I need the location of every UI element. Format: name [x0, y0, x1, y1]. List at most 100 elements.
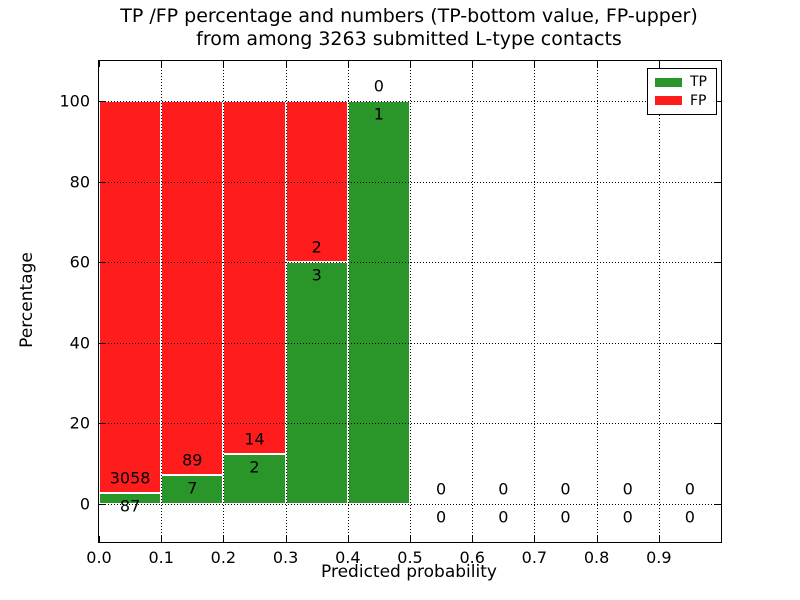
y-axis-label: Percentage	[17, 252, 37, 348]
gridline-vertical	[534, 61, 536, 542]
y-tick-mark-right	[715, 262, 721, 264]
x-tick-mark	[596, 536, 598, 542]
gridline-vertical	[223, 61, 225, 542]
x-tick-label: 0.5	[397, 548, 423, 567]
gridline-vertical	[347, 61, 349, 542]
x-tick-mark-top	[596, 61, 598, 67]
x-tick-mark	[534, 536, 536, 542]
fp-count-label-5: 0	[436, 479, 447, 499]
x-tick-mark-top	[534, 61, 536, 67]
bar-segment-fp-0	[99, 101, 162, 493]
bar-segment-tp-1	[161, 474, 224, 504]
x-tick-label: 0.7	[521, 548, 548, 567]
fp-count-label-1: 89	[182, 450, 203, 470]
tp-count-label-6: 0	[498, 507, 509, 527]
fp-count-label-8: 0	[622, 479, 633, 499]
x-tick-mark-top	[285, 61, 287, 67]
legend: TP FP	[647, 68, 717, 115]
tp-legend-label: TP	[690, 74, 707, 91]
gridline-horizontal	[99, 181, 721, 183]
gridline-horizontal	[99, 262, 721, 264]
tp-count-label-2: 2	[249, 457, 260, 477]
x-tick-label: 0.3	[272, 548, 299, 567]
x-tick-mark-top	[472, 61, 474, 67]
x-tick-mark-top	[410, 61, 411, 67]
plot-area: TP FP 3058 87 89 7 14 2 2 3 0 1 0 0 0 0 0 0 0 0 0 0 0.0 0.1 0.…	[59, 60, 722, 567]
x-tick-label: 0.6	[459, 548, 485, 567]
y-tick-label: 0	[79, 494, 90, 514]
legend-item-fp: FP	[655, 94, 709, 108]
fp-legend-swatch	[655, 96, 682, 106]
fp-count-label-4: 0	[373, 76, 384, 96]
tp-count-label-5: 0	[436, 507, 447, 527]
gridline-vertical	[285, 61, 287, 542]
fp-count-label-3: 2	[311, 237, 322, 257]
y-tick-label: 80	[69, 172, 90, 192]
bar-segment-tp-4	[347, 101, 410, 504]
x-tick-label: 0.1	[148, 548, 174, 567]
y-tick-mark-right	[715, 423, 721, 425]
x-tick-mark	[99, 536, 100, 542]
tp-count-label-0: 87	[119, 496, 141, 516]
gridline-horizontal	[99, 342, 721, 344]
fp-count-label-2: 14	[244, 429, 265, 449]
tp-count-label-4: 1	[373, 104, 384, 124]
x-tick-label: 0.8	[583, 548, 610, 567]
gridline-vertical	[472, 61, 474, 542]
x-tick-label: 0.2	[210, 548, 237, 567]
tp-count-label-7: 0	[560, 507, 571, 527]
x-axis-label: Predicted probability	[321, 562, 497, 582]
y-tick-mark	[99, 181, 105, 183]
y-tick-label: 20	[69, 413, 90, 433]
x-tick-mark	[347, 536, 349, 542]
y-tick-label: 40	[69, 333, 90, 353]
y-tick-mark	[99, 504, 105, 505]
gridline-horizontal	[99, 101, 721, 102]
gridline-vertical	[596, 61, 598, 542]
x-tick-mark	[658, 536, 660, 542]
fp-legend-label: FP	[690, 92, 707, 109]
chart-title: TP /FP percentage and numbers (TP-bottom…	[98, 5, 720, 51]
y-tick-label: 100	[59, 91, 90, 111]
tp-count-label-9: 0	[684, 507, 695, 527]
bar-segment-tp-0	[99, 492, 162, 504]
x-tick-mark	[161, 536, 163, 542]
fp-count-label-9: 0	[684, 479, 695, 499]
x-tick-label: 0.9	[646, 548, 672, 567]
x-tick-mark-top	[347, 61, 349, 67]
gridline-horizontal	[99, 504, 721, 505]
tp-count-label-1: 7	[187, 478, 198, 498]
y-tick-mark-right	[715, 342, 721, 344]
x-tick-mark-top	[161, 61, 163, 67]
chart-title-line2: from among 3263 submitted L-type contact…	[196, 28, 622, 50]
x-tick-mark	[223, 536, 225, 542]
gridline-horizontal	[99, 423, 721, 425]
y-tick-mark	[99, 262, 105, 264]
bar-segment-fp-2	[223, 101, 286, 454]
gridline-vertical	[658, 61, 660, 542]
x-tick-label: 0.0	[86, 548, 112, 567]
tp-count-label-8: 0	[622, 507, 633, 527]
bar-segment-tp-3	[285, 262, 348, 504]
y-tick-label: 60	[69, 252, 90, 272]
fp-count-label-0: 3058	[109, 468, 151, 488]
x-tick-mark-top	[99, 61, 100, 67]
x-tick-mark	[472, 536, 474, 542]
tp-legend-swatch	[655, 77, 682, 87]
x-tick-mark-top	[223, 61, 225, 67]
y-tick-mark	[99, 101, 105, 102]
y-tick-mark-right	[715, 504, 721, 505]
chart-title-line1: TP /FP percentage and numbers (TP-bottom…	[120, 5, 698, 27]
x-tick-label: 0.4	[335, 548, 361, 567]
gridline-vertical	[410, 61, 411, 542]
y-tick-mark	[99, 342, 105, 344]
legend-item-tp: TP	[655, 75, 709, 89]
x-tick-mark	[410, 536, 411, 542]
y-tick-mark-right	[715, 181, 721, 183]
fp-count-label-7: 0	[560, 479, 571, 499]
gridline-vertical	[161, 61, 163, 542]
fp-count-label-6: 0	[498, 479, 509, 499]
bar-segment-fp-1	[161, 101, 224, 475]
y-tick-mark-right	[715, 101, 721, 102]
